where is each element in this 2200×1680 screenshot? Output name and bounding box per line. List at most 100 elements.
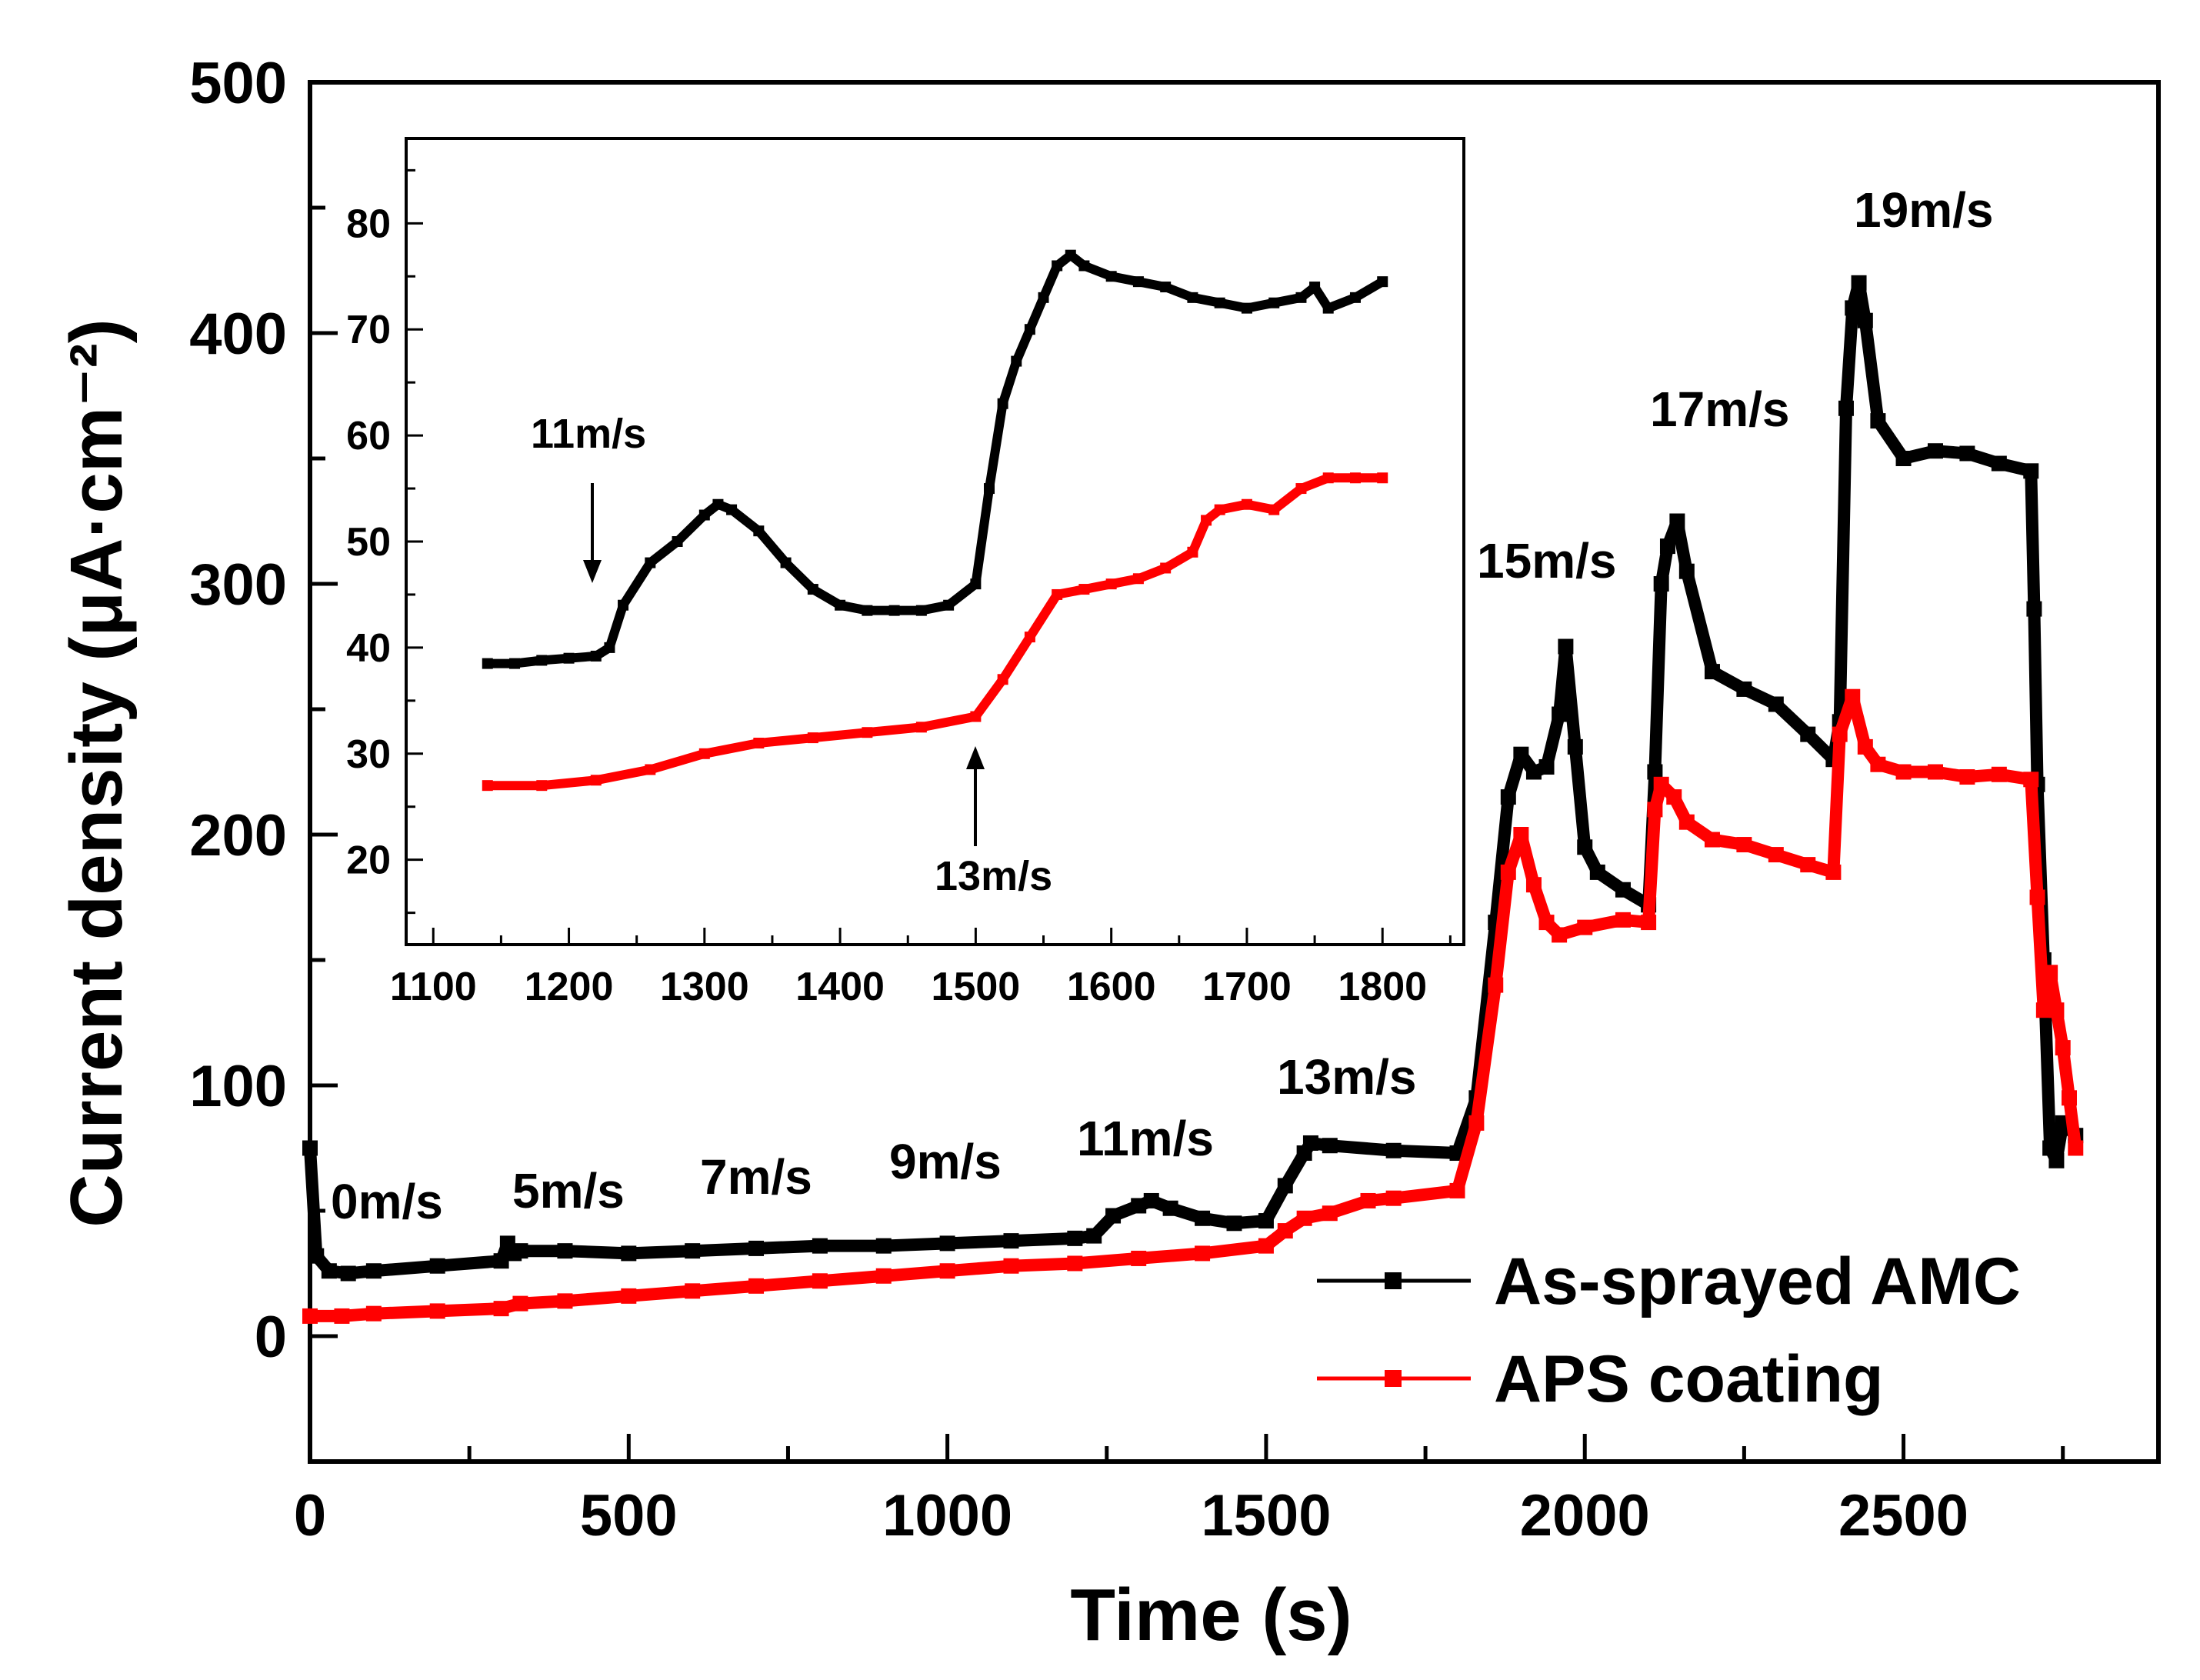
aps-coating-point xyxy=(1845,688,1861,705)
aps-coating-point xyxy=(557,1293,573,1309)
as-sprayed-amc-point xyxy=(557,1243,573,1259)
speed-annotation: 15m/s xyxy=(1477,533,1616,588)
inset-as-sprayed-amc-point xyxy=(1078,260,1090,272)
aps-coating-point xyxy=(2029,889,2045,905)
inset-x-tick-label: 1600 xyxy=(1067,965,1156,1009)
inset-aps-coating-point xyxy=(1322,472,1334,484)
inset-plot: 1100 1200 1300 1400 1500 1600 1700 1800 20 30 40 50… xyxy=(346,137,1465,1009)
as-sprayed-amc-point xyxy=(1525,764,1542,780)
aps-coating-point xyxy=(1857,738,1873,755)
inset-as-sprayed-amc-point xyxy=(1105,271,1117,282)
as-sprayed-amc-point xyxy=(939,1235,955,1252)
inset-aps-coating-point xyxy=(1295,483,1307,495)
as-sprayed-amc-point xyxy=(2023,463,2039,479)
inset-as-sprayed-amc-point xyxy=(888,605,900,616)
as-sprayed-amc-point xyxy=(493,1253,509,1269)
inset-as-sprayed-amc-point xyxy=(712,498,724,510)
as-sprayed-amc-point xyxy=(308,1248,325,1264)
as-sprayed-amc-point xyxy=(1653,576,1669,592)
aps-coating-point xyxy=(1131,1250,1147,1266)
inset-aps-coating-point xyxy=(915,722,927,733)
legend-marker xyxy=(1385,1272,1402,1289)
as-sprayed-amc-point xyxy=(1105,1208,1122,1224)
inset-frame xyxy=(405,137,1465,946)
inset-as-sprayed-amc-point xyxy=(1011,355,1022,367)
as-sprayed-amc-point xyxy=(1552,706,1568,722)
inset-aps-coating-point xyxy=(1349,472,1361,484)
aps-coating-point xyxy=(1870,756,1886,772)
inset-as-sprayed-amc-point xyxy=(1024,324,1035,335)
as-sprayed-amc-point xyxy=(1927,443,1943,459)
aps-coating-point xyxy=(1525,877,1542,893)
inset-aps-coating-point xyxy=(862,727,873,738)
aps-coating-point xyxy=(302,1308,318,1324)
as-sprayed-amc-point xyxy=(1567,738,1583,755)
y-axis-title: Current density (μA·cm⁻²) xyxy=(55,318,138,1227)
aps-coating-point xyxy=(2068,1140,2084,1156)
as-sprayed-amc-point xyxy=(1647,764,1663,780)
inset-as-sprayed-amc-point xyxy=(1377,276,1388,288)
aps-coating-point xyxy=(1927,764,1943,780)
inset-aps-coating-point xyxy=(536,780,548,792)
inset-arrowhead-13 xyxy=(966,746,985,769)
aps-coating-point xyxy=(1615,912,1631,928)
as-sprayed-amc-point xyxy=(1302,1135,1318,1151)
aps-coating-point xyxy=(365,1305,382,1322)
inset-aps-coating-point xyxy=(1078,584,1090,595)
y-tick-label: 400 xyxy=(189,302,287,367)
as-sprayed-amc-point xyxy=(1768,696,1784,712)
inset-as-sprayed-amc-point xyxy=(1132,276,1144,288)
inset-as-sprayed-amc-point xyxy=(1268,297,1280,308)
inset-as-sprayed-amc-point xyxy=(835,599,846,611)
inset-as-sprayed-amc-point xyxy=(672,536,683,547)
inset-aps-coating-point xyxy=(482,780,493,792)
y-tick-label: 500 xyxy=(189,51,287,116)
aps-coating-point xyxy=(1195,1245,1211,1262)
as-sprayed-amc-point xyxy=(1162,1200,1178,1216)
inset-x-tick-label: 1100 xyxy=(390,965,477,1009)
as-sprayed-amc-point xyxy=(1704,664,1720,680)
inset-y-tick-label: 70 xyxy=(346,308,391,352)
inset-aps-coating-point xyxy=(1241,498,1252,510)
inset-aps-coating-point xyxy=(1268,504,1280,515)
inset-as-sprayed-amc-point xyxy=(1295,292,1307,303)
inset-as-sprayed-amc-point xyxy=(1065,249,1076,261)
as-sprayed-amc-point xyxy=(1226,1215,1242,1232)
y-tick-label: 200 xyxy=(189,803,287,868)
speed-annotation: 13m/s xyxy=(1277,1049,1416,1105)
inset-arrowhead-11 xyxy=(583,560,602,583)
aps-coating-point xyxy=(875,1268,892,1284)
inset-x-tick-label: 1400 xyxy=(795,965,885,1009)
inset-as-sprayed-amc-point xyxy=(997,398,1008,409)
inset-x-tick-label: 1200 xyxy=(525,965,614,1009)
aps-coating-point xyxy=(1959,769,1975,785)
as-sprayed-amc-point xyxy=(685,1243,701,1259)
x-tick-label: 2000 xyxy=(1520,1483,1650,1548)
as-sprayed-amc-point xyxy=(1669,513,1685,529)
inset-y-tick-label: 40 xyxy=(346,626,391,671)
inset-as-sprayed-amc-point xyxy=(753,525,765,537)
aps-coating-point xyxy=(1538,915,1555,931)
x-tick-label: 0 xyxy=(294,1483,326,1548)
legend-marker xyxy=(1385,1370,1402,1387)
inset-aps-coating-point xyxy=(1024,632,1035,643)
as-sprayed-amc-point xyxy=(429,1258,445,1274)
speed-annotation: 0m/s xyxy=(331,1174,443,1229)
y-tick-label: 300 xyxy=(189,552,287,618)
as-sprayed-amc-point xyxy=(621,1245,637,1262)
aps-coating-point xyxy=(2055,1040,2071,1056)
aps-coating-point xyxy=(2048,1002,2065,1018)
y-tick-label: 100 xyxy=(189,1054,287,1119)
inset-aps-coating-point xyxy=(1201,515,1212,526)
inset-y-tick-label: 80 xyxy=(346,202,391,246)
aps-coating-point xyxy=(621,1288,637,1304)
aps-coating-point xyxy=(939,1263,955,1279)
as-sprayed-amc-point xyxy=(1067,1230,1083,1246)
aps-coating-point xyxy=(1641,915,1657,931)
as-sprayed-amc-point xyxy=(2048,1152,2065,1168)
as-sprayed-amc-point xyxy=(1558,638,1574,655)
as-sprayed-amc-point xyxy=(1513,746,1529,762)
aps-coating-point xyxy=(1678,814,1695,830)
inset-aps-coating-point xyxy=(753,738,765,748)
